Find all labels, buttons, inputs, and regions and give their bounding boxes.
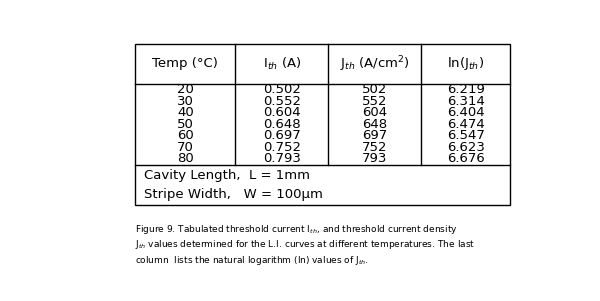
- Text: 0.552: 0.552: [263, 95, 301, 107]
- Text: 0.793: 0.793: [263, 153, 301, 166]
- Text: Stripe Width,   W = 100μm: Stripe Width, W = 100μm: [144, 188, 323, 201]
- Text: 6.404: 6.404: [447, 106, 484, 119]
- Text: 60: 60: [177, 129, 194, 142]
- Text: 40: 40: [177, 106, 194, 119]
- Text: ln(J$_{th}$): ln(J$_{th}$): [447, 55, 484, 73]
- Text: 20: 20: [177, 83, 194, 96]
- Text: 0.697: 0.697: [263, 129, 301, 142]
- Text: column  lists the natural logarithm (ln) values of J$_{th}$.: column lists the natural logarithm (ln) …: [136, 254, 369, 267]
- Text: 70: 70: [177, 141, 194, 154]
- Text: 648: 648: [362, 118, 388, 131]
- Text: 6.474: 6.474: [447, 118, 484, 131]
- Text: 0.604: 0.604: [263, 106, 301, 119]
- Text: J$_{th}$ (A/cm$^2$): J$_{th}$ (A/cm$^2$): [340, 54, 410, 74]
- Text: Cavity Length,  L = 1mm: Cavity Length, L = 1mm: [144, 169, 310, 182]
- Text: 6.547: 6.547: [446, 129, 485, 142]
- Text: 604: 604: [362, 106, 388, 119]
- Text: 6.623: 6.623: [446, 141, 485, 154]
- Text: 6.676: 6.676: [447, 153, 484, 166]
- Text: Temp (°C): Temp (°C): [152, 57, 218, 70]
- Text: 80: 80: [177, 153, 194, 166]
- Text: I$_{th}$ (A): I$_{th}$ (A): [263, 56, 301, 72]
- Text: 6.219: 6.219: [446, 83, 485, 96]
- Text: 752: 752: [362, 141, 388, 154]
- Text: 30: 30: [177, 95, 194, 107]
- Text: J$_{th}$ values determined for the L.I. curves at different temperatures. The la: J$_{th}$ values determined for the L.I. …: [136, 238, 476, 251]
- Text: 793: 793: [362, 153, 388, 166]
- Text: 502: 502: [362, 83, 388, 96]
- Text: 0.752: 0.752: [263, 141, 301, 154]
- Text: Figure 9. Tabulated threshold current I$_{th}$, and threshold current density: Figure 9. Tabulated threshold current I$…: [136, 223, 458, 236]
- Text: 0.648: 0.648: [263, 118, 301, 131]
- Text: 552: 552: [362, 95, 388, 107]
- Text: 0.502: 0.502: [263, 83, 301, 96]
- Text: 697: 697: [362, 129, 388, 142]
- Text: 50: 50: [177, 118, 194, 131]
- Text: 6.314: 6.314: [446, 95, 485, 107]
